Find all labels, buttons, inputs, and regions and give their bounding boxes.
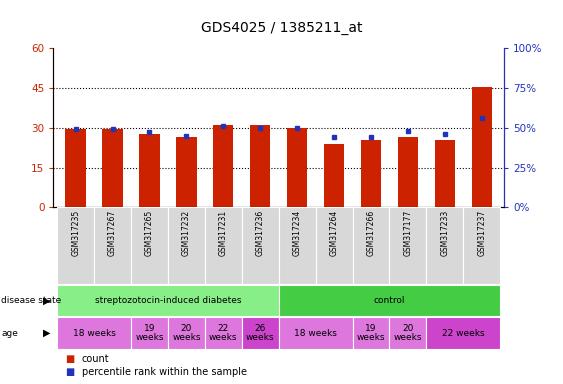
Bar [94, 207, 131, 284]
Bar [390, 207, 426, 284]
Text: ▶: ▶ [43, 295, 51, 306]
Text: count: count [82, 354, 109, 364]
Text: 18 weeks: 18 weeks [294, 329, 337, 338]
Bar [426, 207, 463, 284]
Text: streptozotocin-induced diabetes: streptozotocin-induced diabetes [95, 296, 241, 305]
Bar [426, 318, 500, 349]
Bar [279, 318, 352, 349]
Text: GSM317232: GSM317232 [182, 210, 191, 256]
Text: ▶: ▶ [43, 328, 51, 338]
Bar [250, 125, 270, 207]
Text: 19
weeks: 19 weeks [135, 324, 164, 343]
Bar [279, 207, 316, 284]
Text: GSM317177: GSM317177 [404, 210, 413, 256]
Bar [472, 86, 492, 207]
Text: disease state: disease state [1, 296, 61, 305]
Bar [352, 207, 390, 284]
Text: 18 weeks: 18 weeks [73, 329, 115, 338]
Text: GSM317233: GSM317233 [440, 210, 449, 256]
Text: GSM317266: GSM317266 [367, 210, 376, 256]
Bar [131, 207, 168, 284]
Text: 26
weeks: 26 weeks [246, 324, 275, 343]
Bar [57, 207, 94, 284]
Bar [279, 285, 500, 316]
Bar [168, 318, 205, 349]
Text: 20
weeks: 20 weeks [394, 324, 422, 343]
Text: 20
weeks: 20 weeks [172, 324, 200, 343]
Text: ■: ■ [65, 354, 74, 364]
Bar [102, 129, 123, 207]
Bar [131, 318, 168, 349]
Text: GSM317265: GSM317265 [145, 210, 154, 256]
Bar [361, 140, 381, 207]
Bar [205, 318, 242, 349]
Text: 22
weeks: 22 weeks [209, 324, 238, 343]
Bar [242, 207, 279, 284]
Bar [213, 125, 234, 207]
Bar [176, 137, 196, 207]
Text: 19
weeks: 19 weeks [357, 324, 385, 343]
Bar [57, 318, 131, 349]
Bar [139, 134, 160, 207]
Text: age: age [1, 329, 18, 338]
Text: GSM317234: GSM317234 [293, 210, 302, 256]
Text: GSM317264: GSM317264 [329, 210, 338, 256]
Text: GSM317235: GSM317235 [71, 210, 80, 256]
Bar [390, 318, 426, 349]
Bar [205, 207, 242, 284]
Bar [65, 129, 86, 207]
Bar [287, 127, 307, 207]
Text: GSM317237: GSM317237 [477, 210, 486, 256]
Text: control: control [374, 296, 405, 305]
Text: GDS4025 / 1385211_at: GDS4025 / 1385211_at [201, 21, 362, 35]
Bar [316, 207, 352, 284]
Bar [242, 318, 279, 349]
Text: percentile rank within the sample: percentile rank within the sample [82, 367, 247, 377]
Text: GSM317231: GSM317231 [219, 210, 228, 256]
Bar [168, 207, 205, 284]
Bar [435, 140, 455, 207]
Text: GSM317236: GSM317236 [256, 210, 265, 256]
Text: 22 weeks: 22 weeks [442, 329, 485, 338]
Text: ■: ■ [65, 367, 74, 377]
Bar [397, 137, 418, 207]
Bar [352, 318, 390, 349]
Bar [57, 285, 279, 316]
Bar [463, 207, 500, 284]
Text: GSM317267: GSM317267 [108, 210, 117, 256]
Bar [324, 144, 344, 207]
